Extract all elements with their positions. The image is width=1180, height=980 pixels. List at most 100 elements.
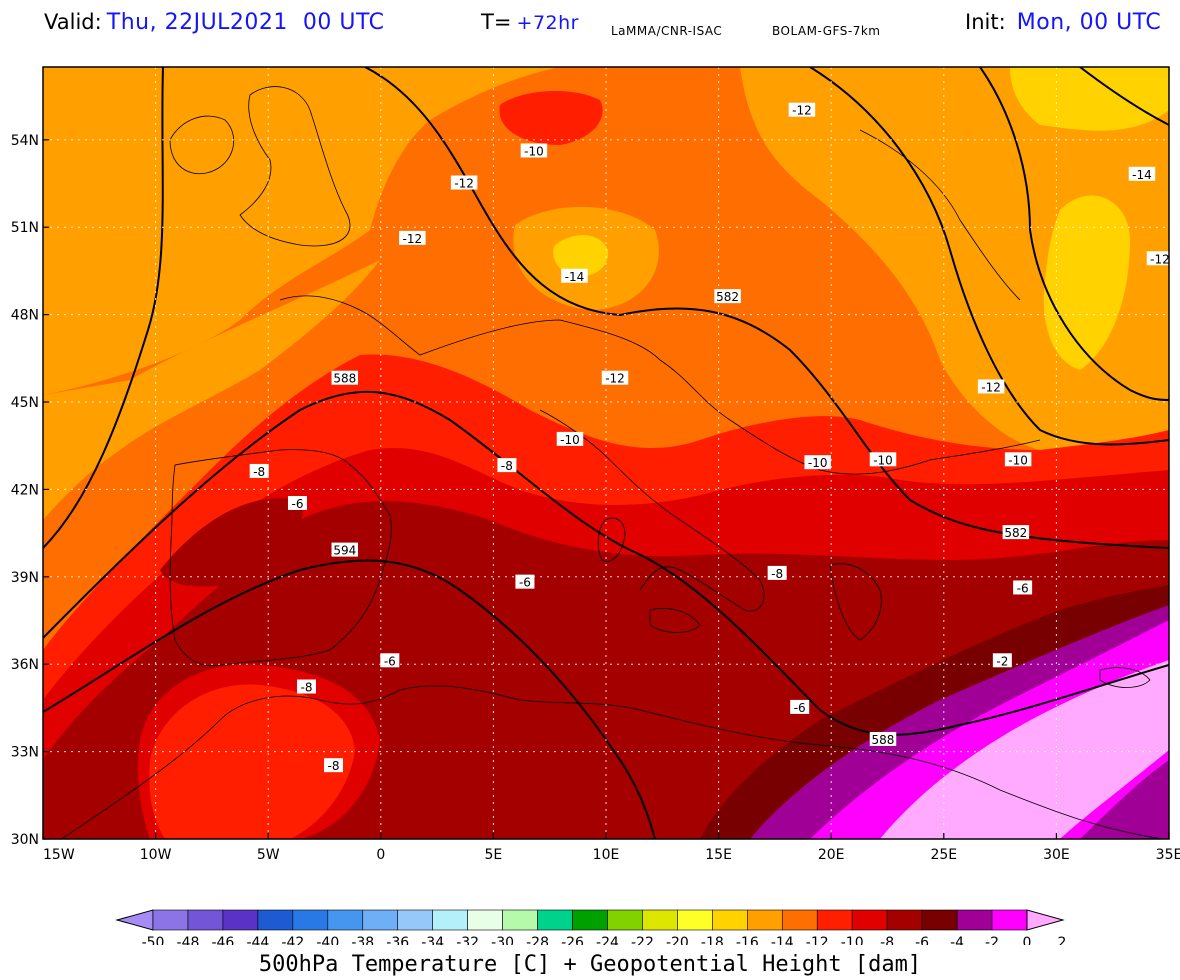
colorbar-swatch (502, 909, 538, 931)
lat-tick-label: 30N (11, 832, 39, 848)
colorbar-tick-label: -20 (666, 935, 689, 945)
temperature-label: -14 (565, 270, 585, 284)
colorbar-tick-label: -40 (316, 935, 339, 945)
colorbar-tick-label: -48 (177, 935, 200, 945)
colorbar-tick-label: -46 (211, 935, 234, 945)
colorbar-tick-label: -16 (736, 935, 759, 945)
colorbar-tick-label: 0 (1023, 935, 1032, 945)
model-text: BOLAM-GFS-7km (772, 24, 881, 38)
temperature-label-box (977, 379, 1005, 394)
init-time: Init: Mon, 00 UTC (965, 10, 1161, 35)
colorbar-swatch (362, 909, 399, 931)
temperature-label: -8 (328, 759, 340, 773)
colorbar-tick-label: -10 (841, 935, 864, 945)
temperature-label: -6 (519, 576, 531, 590)
temperature-label: -10 (1008, 453, 1028, 467)
height-label-box (331, 542, 359, 557)
colorbar-swatch (677, 909, 713, 931)
lon-tick-label: 15E (705, 847, 732, 863)
height-label: 582 (716, 290, 739, 304)
temperature-label: -6 (794, 701, 806, 715)
weather-map: -12 -10 -12 -14 -12 -14 -12 -12 -10 -12 -8 -6 -8 -10 -… (11, 66, 1180, 945)
colorbar-swatch (572, 909, 608, 931)
temperature-label-box (515, 574, 535, 589)
latitude-ticks: 30N 33N 36N 39N 42N 45N 48N 51N 54N (11, 133, 49, 848)
colorbar-arrow-low (115, 909, 154, 931)
lat-tick-label: 51N (11, 220, 39, 236)
temperature-label: -14 (1132, 168, 1152, 182)
colorbar-tick-label: -22 (631, 935, 654, 945)
height-label: 588 (333, 372, 356, 386)
temperature-label-box (804, 455, 831, 470)
temperature-label: -10 (560, 433, 580, 447)
coastlines (60, 86, 1166, 839)
colorbar-swatch (222, 909, 259, 931)
lat-tick-label: 36N (11, 657, 39, 673)
colorbar-tick-label: -14 (771, 935, 794, 945)
lon-tick-label: 35E (1156, 847, 1180, 863)
temperature-label: -6 (384, 654, 396, 668)
height-label: 582 (1004, 526, 1027, 540)
colorbar-tick-label: -32 (456, 935, 479, 945)
colorbar-tick-label: -34 (421, 935, 444, 945)
valid-label: Valid: (44, 10, 102, 34)
temperature-label-box (556, 431, 584, 446)
lon-tick-label: 15W (43, 847, 75, 863)
temperature-label: -8 (300, 681, 312, 695)
temperature-label: -12 (792, 104, 812, 118)
temperature-field (43, 67, 1169, 839)
temperature-label-box (1146, 251, 1174, 266)
colorbar-tick-label: -30 (491, 935, 514, 945)
colorbar-swatch (956, 909, 993, 931)
lon-tick-label: 5W (257, 847, 280, 863)
colorbar-tick-label: -2 (985, 935, 999, 945)
temperature-label: -12 (403, 232, 423, 246)
init-value: Mon, 00 UTC (1016, 10, 1162, 35)
temperature-label-box (324, 758, 344, 773)
colorbar-swatch (886, 909, 923, 931)
temperature-label-box (561, 268, 588, 283)
colorbar-tick-label: -4 (950, 935, 964, 945)
colorbar-swatch (642, 909, 678, 931)
temperature-label: -6 (291, 497, 303, 511)
temperature-label: -12 (454, 177, 474, 191)
lat-tick-label: 45N (11, 395, 39, 411)
colorbar-swatch (851, 909, 888, 931)
colorbar-swatch (432, 909, 468, 931)
lon-tick-label: 30E (1043, 847, 1070, 863)
height-label-box (869, 731, 897, 746)
colorbar-swatch (397, 909, 433, 931)
temperature-label: -8 (771, 567, 783, 581)
colorbar: -50 -48 -46 -44 -42 -40 -38 -36 -34 -32 -30 -28 -26-… (115, 909, 1066, 945)
temperature-label-box (788, 102, 816, 117)
lead-label: T= (481, 10, 512, 34)
temperature-label-box (790, 699, 810, 714)
temperature-label-box (497, 458, 517, 473)
source-text: LaMMA/CNR-ISAC (611, 24, 723, 38)
colorbar-tick-label: -18 (701, 935, 724, 945)
colorbar-tick-label: -12 (806, 935, 829, 945)
temperature-label-box (1013, 580, 1033, 595)
colorbar-swatch (152, 909, 189, 931)
temperature-label-box (869, 452, 897, 467)
height-label-box (331, 370, 359, 385)
colorbar-swatch (712, 909, 748, 931)
colorbar-swatch (257, 909, 294, 931)
init-label: Init: (965, 10, 1006, 34)
colorbar-swatch (292, 909, 329, 931)
temperature-label-box (1128, 166, 1156, 181)
colorbar-arrow-high (1026, 909, 1065, 931)
colorbar-tick-label: 2 (1057, 935, 1066, 945)
lon-tick-label: 10W (140, 847, 172, 863)
colorbar-swatch (327, 909, 364, 931)
temperature-label-box (249, 463, 269, 478)
colorbar-title: 500hPa Temperature [C] + Geopotential He… (258, 952, 922, 977)
temperature-label-box (992, 653, 1012, 668)
lat-tick-label: 42N (11, 482, 39, 498)
colorbar-swatch (607, 909, 643, 931)
longitude-ticks: 15W 10W 5W 0 5E 10E 15E 20E 25E 30E 35E (42, 833, 1180, 863)
temperature-label-box (380, 653, 400, 668)
lat-tick-label: 39N (11, 570, 39, 586)
temperature-label-box (520, 143, 548, 158)
colorbar-tick-label: -24 (596, 935, 619, 945)
